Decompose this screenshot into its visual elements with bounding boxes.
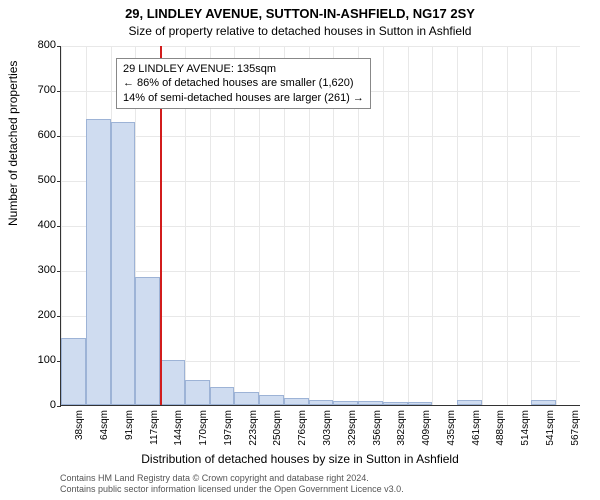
ytick-label: 500 (16, 174, 56, 186)
histogram-bar (160, 360, 185, 405)
gridline-v (531, 46, 532, 405)
histogram-bar (234, 392, 259, 405)
attribution-line1: Contains HM Land Registry data © Crown c… (60, 473, 404, 485)
xtick-label: 170sqm (198, 410, 209, 450)
chart-container: 29, LINDLEY AVENUE, SUTTON-IN-ASHFIELD, … (0, 0, 600, 500)
xtick-label: 250sqm (272, 410, 283, 450)
histogram-bar (309, 400, 334, 405)
xtick-label: 223sqm (248, 410, 259, 450)
gridline-v (432, 46, 433, 405)
annotation-line3: 14% of semi-detached houses are larger (… (123, 91, 364, 105)
attribution-line2: Contains public sector information licen… (60, 484, 404, 496)
gridline-v (556, 46, 557, 405)
ytick-mark (57, 406, 61, 407)
xtick-label: 567sqm (570, 410, 581, 450)
histogram-bar (185, 380, 210, 405)
xtick-label: 514sqm (520, 410, 531, 450)
xtick-label: 461sqm (471, 410, 482, 450)
gridline-h (61, 226, 580, 227)
histogram-bar (531, 400, 556, 405)
histogram-bar (135, 277, 160, 405)
histogram-bar (457, 400, 482, 405)
ytick-label: 600 (16, 129, 56, 141)
xtick-label: 64sqm (99, 410, 110, 450)
xtick-label: 303sqm (322, 410, 333, 450)
ytick-label: 100 (16, 354, 56, 366)
xtick-label: 144sqm (173, 410, 184, 450)
histogram-bar (259, 395, 284, 405)
histogram-bar (111, 122, 136, 406)
ytick-label: 700 (16, 84, 56, 96)
annotation-line1: 29 LINDLEY AVENUE: 135sqm (123, 62, 364, 76)
gridline-v (383, 46, 384, 405)
annotation-box: 29 LINDLEY AVENUE: 135sqm← 86% of detach… (116, 58, 371, 109)
gridline-h (61, 46, 580, 47)
x-axis-label: Distribution of detached houses by size … (0, 452, 600, 466)
histogram-bar (383, 402, 408, 405)
xtick-label: 488sqm (495, 410, 506, 450)
ytick-label: 300 (16, 264, 56, 276)
histogram-bar (358, 401, 383, 405)
ytick-label: 0 (16, 399, 56, 411)
histogram-bar (86, 119, 111, 405)
xtick-label: 356sqm (372, 410, 383, 450)
xtick-label: 382sqm (396, 410, 407, 450)
gridline-v (408, 46, 409, 405)
attribution: Contains HM Land Registry data © Crown c… (60, 473, 404, 496)
xtick-label: 409sqm (421, 410, 432, 450)
gridline-h (61, 271, 580, 272)
histogram-bar (333, 401, 358, 406)
xtick-label: 435sqm (446, 410, 457, 450)
histogram-bar (210, 387, 235, 405)
annotation-line2: ← 86% of detached houses are smaller (1,… (123, 76, 364, 90)
chart-title: 29, LINDLEY AVENUE, SUTTON-IN-ASHFIELD, … (0, 6, 600, 21)
xtick-label: 38sqm (74, 410, 85, 450)
histogram-bar (408, 402, 433, 405)
gridline-h (61, 181, 580, 182)
gridline-v (457, 46, 458, 405)
histogram-bar (284, 398, 309, 405)
xtick-label: 91sqm (124, 410, 135, 450)
chart-subtitle: Size of property relative to detached ho… (0, 24, 600, 38)
xtick-label: 197sqm (223, 410, 234, 450)
xtick-label: 541sqm (545, 410, 556, 450)
gridline-h (61, 136, 580, 137)
xtick-label: 117sqm (149, 410, 160, 450)
histogram-bar (61, 338, 86, 406)
xtick-label: 276sqm (297, 410, 308, 450)
ytick-label: 400 (16, 219, 56, 231)
ytick-label: 800 (16, 39, 56, 51)
ytick-label: 200 (16, 309, 56, 321)
gridline-v (482, 46, 483, 405)
xtick-label: 329sqm (347, 410, 358, 450)
gridline-v (507, 46, 508, 405)
